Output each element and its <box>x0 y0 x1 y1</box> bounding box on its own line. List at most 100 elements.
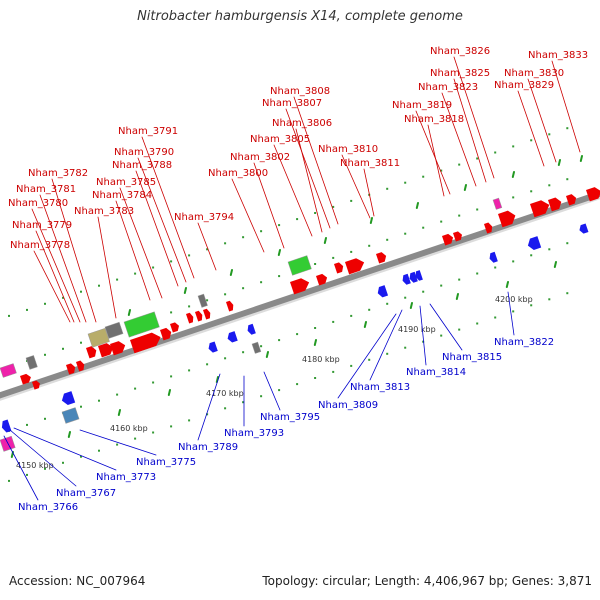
forward-leader-line <box>141 136 195 279</box>
scale-label: 4180 kbp <box>302 355 340 364</box>
reverse-inner-dot <box>26 423 28 426</box>
forward-inner-dot <box>386 238 389 241</box>
forward-track-dot <box>206 248 209 251</box>
forward-leader-line <box>415 110 451 195</box>
reverse-track-dot <box>206 413 209 416</box>
forward-inner-dot <box>440 220 443 223</box>
reverse-track-dot <box>134 437 137 440</box>
forward-inner-dot <box>170 311 173 314</box>
forward-gene-label: Nham_3791 <box>118 126 178 137</box>
reverse-gene-label: Nham_3793 <box>224 428 284 439</box>
forward-inner-dot <box>224 293 227 296</box>
forward-track-dot <box>350 199 353 202</box>
reverse-inner-dot <box>224 357 227 360</box>
steelblue-gene-box <box>61 407 80 424</box>
reverse-inner-dot <box>476 272 479 275</box>
reverse-track-dot <box>422 340 425 343</box>
forward-inner-dot <box>530 190 533 193</box>
forward-gene-label: Nham_3790 <box>114 147 174 158</box>
forward-leader-line <box>551 60 581 153</box>
gray-gene-box <box>251 341 262 354</box>
reverse-gene-arrow <box>227 331 238 343</box>
reverse-leader-line <box>337 313 397 399</box>
reverse-gene-label: Nham_3813 <box>350 382 410 393</box>
reverse-leader-line <box>429 303 463 351</box>
forward-leader-line <box>441 92 477 187</box>
reverse-inner-dot <box>440 284 443 287</box>
genome-summary-text: Topology: circular; Length: 4,406,967 bp… <box>262 574 592 588</box>
diagram-title: Nitrobacter hamburgensis X14, complete g… <box>137 9 463 24</box>
forward-gene-arrow <box>316 273 328 286</box>
forward-gene-arrow <box>442 233 454 246</box>
reverse-track-dot <box>152 431 155 434</box>
forward-leader-line <box>273 144 313 237</box>
forward-track-dot <box>260 230 263 233</box>
reverse-gene-label: Nham_3773 <box>96 472 156 483</box>
forward-gene-label: Nham_3794 <box>174 212 234 223</box>
scale-tick <box>409 302 413 309</box>
forward-gene-arrow <box>548 197 562 212</box>
forward-track-dot <box>314 212 317 214</box>
reverse-inner-dot <box>296 333 299 336</box>
reverse-inner-dot <box>332 320 335 323</box>
forward-leader-line <box>363 168 375 217</box>
reverse-gene-arrow <box>208 341 218 353</box>
forward-leader-line <box>253 162 285 249</box>
forward-gene-label: Nham_3785 <box>96 177 156 188</box>
scale-tick <box>117 409 121 416</box>
forward-leader-line <box>453 78 487 183</box>
forward-gene-label: Nham_3784 <box>92 190 152 201</box>
forward-gene-arrow <box>86 346 97 359</box>
reverse-inner-dot <box>152 381 155 384</box>
reverse-gene-label: Nham_3775 <box>136 457 196 468</box>
scale-tick <box>183 287 187 294</box>
forward-gene-label: Nham_3779 <box>12 220 72 231</box>
reverse-inner-dot <box>242 351 245 354</box>
scale-tick <box>557 159 561 166</box>
forward-inner-dot <box>476 208 479 211</box>
reverse-track-dot <box>224 407 227 410</box>
forward-inner-dot <box>512 196 515 199</box>
forward-track-dot <box>440 169 443 172</box>
forward-leader-line <box>33 250 71 323</box>
reverse-track-dot <box>188 419 191 422</box>
scale-tick <box>215 376 219 383</box>
forward-track-dot <box>296 218 299 221</box>
forward-inner-dot <box>242 287 245 290</box>
forward-leader-line <box>39 194 87 323</box>
forward-leader-line <box>517 90 545 167</box>
reverse-track-dot <box>314 377 317 379</box>
reverse-track-dot <box>512 310 515 313</box>
scale-tick <box>277 249 281 256</box>
scale-label: 4150 kbp <box>16 461 54 470</box>
reverse-inner-dot <box>314 327 317 329</box>
scale-tick <box>67 431 71 438</box>
forward-leader-line <box>285 108 331 229</box>
forward-gene-arrow <box>530 200 550 218</box>
reverse-inner-dot <box>494 266 497 269</box>
forward-inner-dot <box>422 226 425 229</box>
scale-tick <box>553 261 557 268</box>
forward-gene-label: Nham_3802 <box>230 152 290 163</box>
reverse-gene-label: Nham_3809 <box>318 400 378 411</box>
forward-gene-label: Nham_3788 <box>112 160 172 171</box>
reverse-inner-dot <box>260 345 263 348</box>
reverse-track-dot <box>242 401 245 404</box>
reverse-leader-line <box>13 427 117 471</box>
forward-inner-dot <box>314 263 317 265</box>
scale-tick <box>167 389 171 396</box>
forward-gene-arrow <box>586 187 600 202</box>
forward-leader-line <box>119 187 163 299</box>
forward-inner-dot <box>206 299 209 302</box>
forward-leader-line <box>295 128 323 233</box>
forward-inner-dot <box>62 347 64 350</box>
forward-inner-dot <box>332 256 335 259</box>
reverse-inner-dot <box>44 417 46 420</box>
reverse-track-dot <box>116 443 119 446</box>
reverse-track-dot <box>26 473 28 476</box>
gray-gene-box <box>104 321 124 339</box>
reverse-track-dot <box>170 425 173 428</box>
forward-leader-line <box>35 230 75 323</box>
reverse-inner-dot <box>134 387 137 390</box>
forward-inner-dot <box>458 214 461 217</box>
